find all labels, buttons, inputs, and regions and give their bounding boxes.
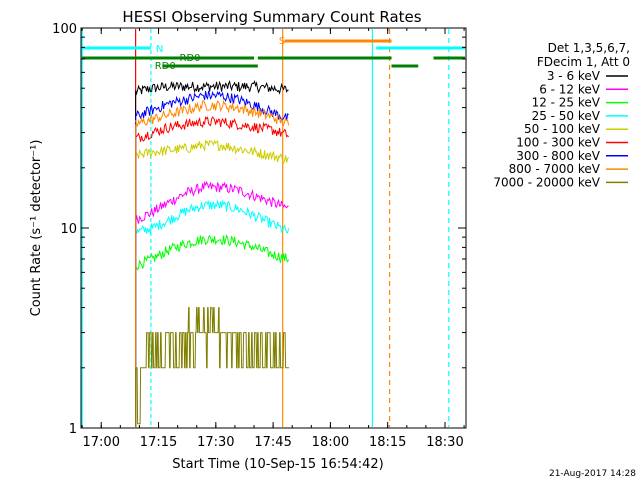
flag-label: RD0 [180, 53, 201, 64]
legend-entry-label: 3 - 6 keV [547, 69, 601, 83]
x-tick-label: 18:30 [426, 435, 463, 450]
legend-header-2: FDecim 1, Att 0 [537, 55, 630, 69]
legend-entry-label: 100 - 300 keV [516, 136, 600, 150]
x-tick-label: 17:00 [83, 435, 120, 450]
legend-entry-label: 25 - 50 keV [532, 109, 601, 123]
series-line [135, 180, 289, 224]
legend-header-1: Det 1,3,5,6,7, [548, 41, 630, 55]
y-axis-label: Count Rate (s⁻¹ detector⁻¹) [29, 140, 44, 317]
legend-entry-label: 300 - 800 keV [516, 149, 600, 163]
legend-entry-label: 6 - 12 keV [539, 82, 601, 96]
x-axis-label: Start Time (10-Sep-15 16:54:42) [172, 457, 383, 472]
flag-label: S [279, 36, 285, 47]
series-line [135, 307, 290, 425]
x-tick-label: 18:15 [369, 435, 406, 450]
series-line [135, 79, 289, 96]
legend: Det 1,3,5,6,7, FDecim 1, Att 0 3 - 6 keV… [493, 41, 630, 189]
y-tick-label: 100 [52, 22, 77, 37]
legend-entry-label: 800 - 7000 keV [509, 162, 601, 176]
series-line [135, 99, 290, 128]
series-line [135, 199, 290, 236]
x-tick-label: 17:15 [140, 435, 177, 450]
legend-entry-label: 50 - 100 keV [524, 122, 601, 136]
series-line [135, 139, 290, 165]
y-tick-label: 1 [69, 422, 77, 437]
series-line [135, 234, 290, 271]
chart-title: HESSI Observing Summary Count Rates [122, 8, 421, 26]
series-line [135, 90, 289, 121]
series-line [135, 116, 289, 142]
y-tick-label: 10 [60, 222, 77, 237]
flag-label: RD0 [155, 61, 176, 72]
x-tick-label: 17:30 [197, 435, 234, 450]
x-tick-label: 17:45 [254, 435, 291, 450]
x-tick-label: 18:00 [312, 435, 349, 450]
flag-label: N [156, 44, 163, 55]
footer-timestamp: 21-Aug-2017 14:28 [549, 469, 636, 479]
legend-entry-label: 12 - 25 keV [532, 96, 601, 110]
legend-entry-label: 7000 - 20000 keV [493, 175, 600, 189]
